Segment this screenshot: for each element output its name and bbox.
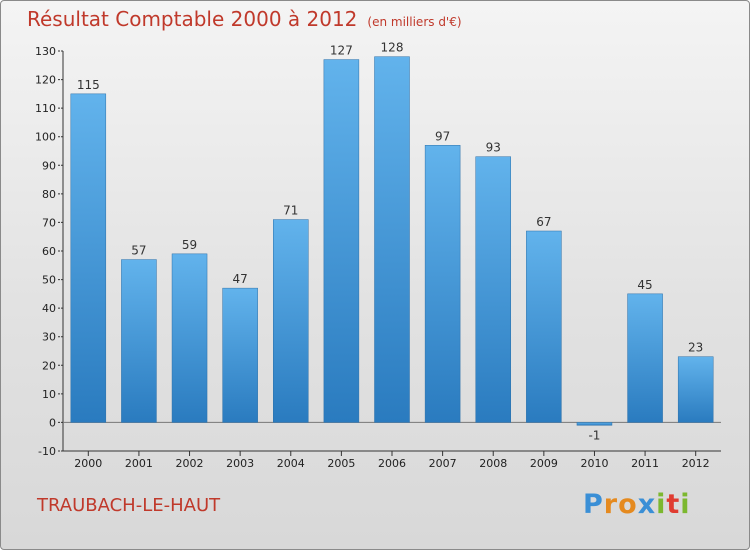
x-tick-label-2007: 2007 [429,457,457,470]
bar-value-label-2011: 45 [637,278,652,292]
x-tick-label-2010: 2010 [580,457,608,470]
bar-2002 [171,253,208,423]
y-tick-label: 90 [42,159,56,172]
bar-value-label-2004: 71 [283,204,298,218]
x-tick-label-2002: 2002 [176,457,204,470]
bar-2010 [576,422,613,426]
bar-2008 [475,156,511,423]
chart-title: Résultat Comptable 2000 à 2012 (en millie… [27,7,462,31]
y-tick-label: 130 [35,45,56,58]
x-tick-label-2008: 2008 [479,457,507,470]
x-tick-label-2005: 2005 [327,457,355,470]
y-tick-label: 110 [35,102,56,115]
bar-value-label-2002: 59 [182,238,197,252]
y-tick-label: 20 [42,359,56,372]
y-tick-label: 70 [42,216,56,229]
x-tick-label-2000: 2000 [74,457,102,470]
logo-letter: o [618,489,638,520]
logo-letter: i [656,489,667,520]
y-tick-label: 120 [35,74,56,87]
x-tick-label-2011: 2011 [631,457,659,470]
bar-2000 [70,93,107,423]
bar-2011 [627,293,663,423]
bar-2004 [273,219,309,423]
y-tick-label: 50 [42,274,56,287]
logo-letter: P [583,489,604,520]
logo-letter: t [666,489,681,520]
labels: 115 2000 57 2001 59 2002 47 2003 71 2004 127 2005 12… [74,41,709,470]
y-tick-label: -10 [38,445,56,458]
chart-subtitle: (en milliers d'€) [367,15,462,29]
bar-2005 [323,59,360,423]
bar-2009 [526,230,562,423]
bar-value-label-2009: 67 [536,215,551,229]
bar-value-label-2008: 93 [486,141,501,155]
bar-2007 [424,145,461,423]
y-tick-label: 80 [42,188,56,201]
bar-value-label-2010: -1 [588,428,600,442]
y-tick-label: 100 [35,131,56,144]
bar-value-label-2007: 97 [435,129,450,143]
y-tick-label: 30 [42,331,56,344]
bar-value-label-2003: 47 [233,272,248,286]
x-tick-label-2003: 2003 [226,457,254,470]
x-tick-label-2001: 2001 [125,457,153,470]
chart-title-text: Résultat Comptable 2000 à 2012 [27,7,358,31]
y-tick-label: 10 [42,388,56,401]
bar-value-label-2006: 128 [381,41,404,55]
axes: -10 0 10 20 30 40 50 60 70 80 90 100 110 120 130 [35,45,721,458]
commune-name: TRAUBACH-LE-HAUT [37,495,221,516]
x-tick-label-2006: 2006 [378,457,406,470]
bars [70,56,714,426]
logo-letter: i [680,489,691,520]
logo-letter: x [637,489,657,520]
x-tick-label-2004: 2004 [277,457,305,470]
y-tick-label: 0 [49,416,56,429]
proxiti-logo: Proxiti [583,489,691,520]
logo-letter: r [603,489,619,520]
bar-value-label-2001: 57 [131,244,146,258]
y-tick-label: 40 [42,302,56,315]
bar-value-label-2012: 23 [688,341,703,355]
bar-2006 [374,56,410,423]
bar-value-label-2005: 127 [330,44,353,58]
bar-value-label-2000: 115 [77,78,100,92]
x-tick-label-2009: 2009 [530,457,558,470]
x-tick-label-2012: 2012 [682,457,710,470]
bar-2001 [121,259,157,423]
bar-2012 [677,356,714,423]
bar-2003 [222,287,258,423]
y-tick-label: 60 [42,245,56,258]
